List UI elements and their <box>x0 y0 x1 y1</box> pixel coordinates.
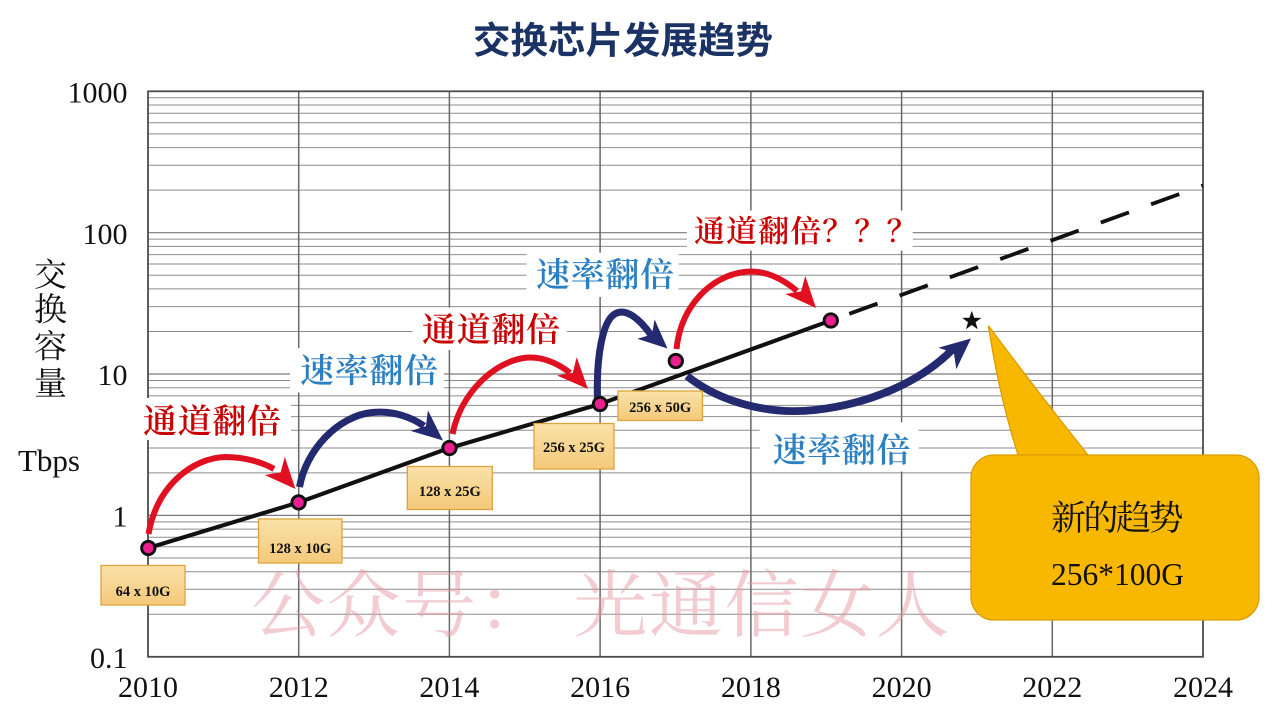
svg-text:256*100G: 256*100G <box>1051 557 1184 592</box>
svg-text:Tbps: Tbps <box>18 443 80 478</box>
svg-text:128 x 10G: 128 x 10G <box>269 541 331 557</box>
svg-text:2024: 2024 <box>1173 671 1233 704</box>
svg-text:2014: 2014 <box>419 671 479 704</box>
svg-text:2018: 2018 <box>721 671 781 704</box>
svg-text:100: 100 <box>83 218 128 251</box>
svg-text:1: 1 <box>113 501 128 534</box>
svg-text:2016: 2016 <box>570 671 630 704</box>
svg-text:1000: 1000 <box>68 77 128 110</box>
svg-text:2020: 2020 <box>872 671 932 704</box>
svg-text:64 x 10G: 64 x 10G <box>116 584 171 600</box>
svg-text:10: 10 <box>98 359 128 392</box>
svg-text:128 x 25G: 128 x 25G <box>419 484 481 500</box>
svg-text:2012: 2012 <box>269 671 329 704</box>
svg-text:0.1: 0.1 <box>90 642 128 675</box>
svg-text:256 x 50G: 256 x 50G <box>629 400 691 416</box>
svg-text:256 x 25G: 256 x 25G <box>543 440 605 456</box>
svg-text:2010: 2010 <box>118 671 178 704</box>
svg-text:2022: 2022 <box>1022 671 1082 704</box>
